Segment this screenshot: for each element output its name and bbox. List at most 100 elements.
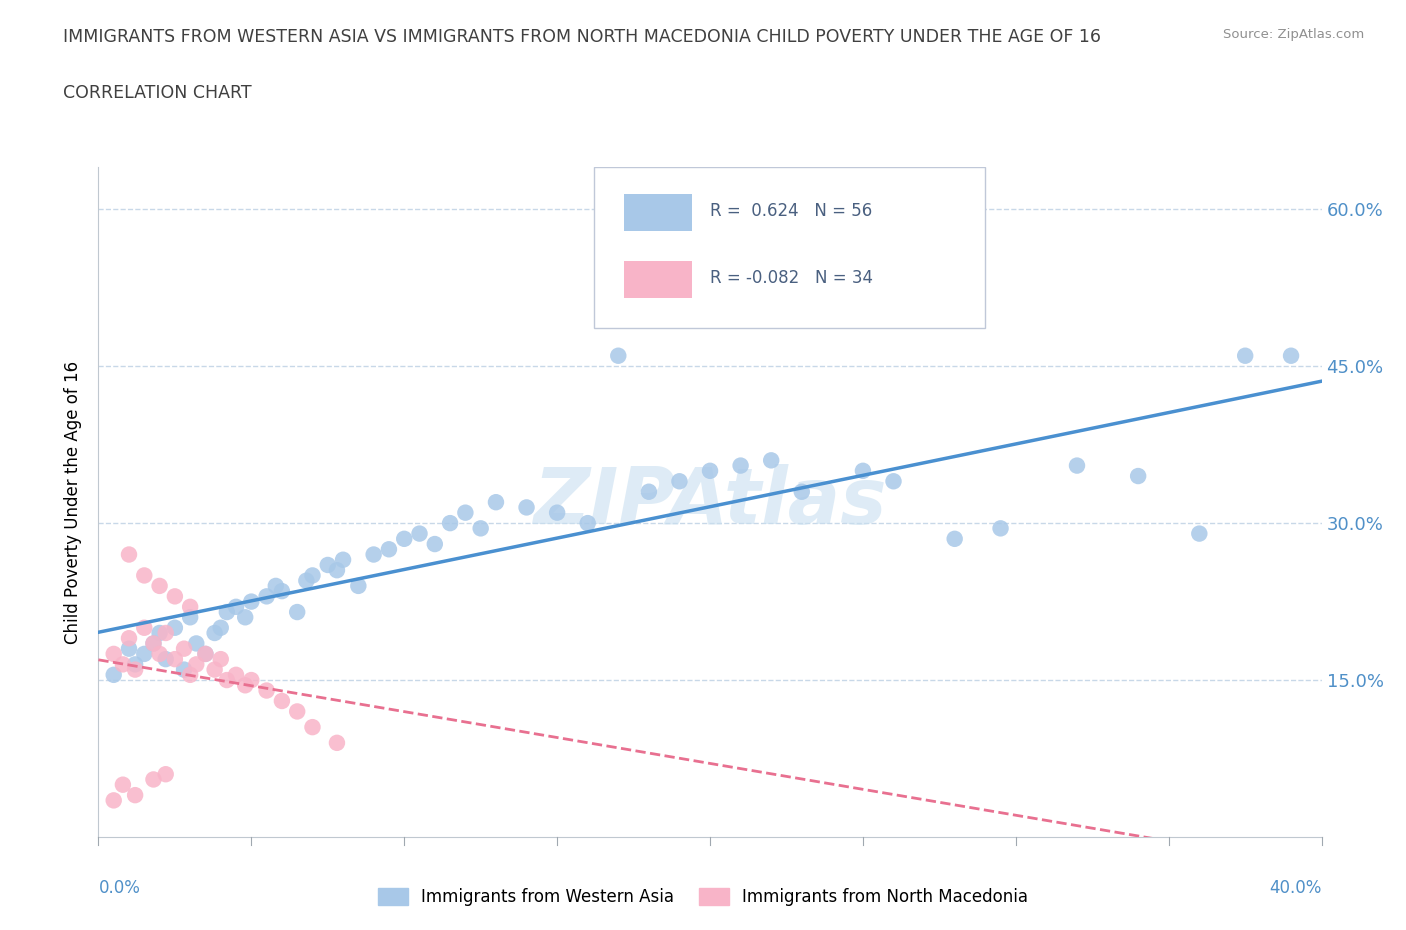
Point [454, 505, 477, 520]
Point [270, 584, 292, 599]
Point [423, 537, 446, 551]
Point [256, 589, 278, 604]
Point [439, 516, 461, 531]
Point [285, 704, 308, 719]
Text: CORRELATION CHART: CORRELATION CHART [63, 84, 252, 101]
Point [124, 657, 146, 671]
Point [194, 646, 217, 661]
Point [134, 620, 156, 635]
Point [790, 485, 813, 499]
Point [759, 453, 782, 468]
Point [1128, 469, 1150, 484]
Point [111, 777, 134, 792]
Point [301, 720, 323, 735]
Point [470, 521, 492, 536]
Point [134, 568, 156, 583]
Point [215, 672, 238, 687]
Point [179, 610, 201, 625]
Point [124, 662, 146, 677]
Point [204, 626, 226, 641]
Point [363, 547, 385, 562]
Point [576, 516, 599, 531]
Text: R =  0.624   N = 56: R = 0.624 N = 56 [710, 202, 872, 219]
Point [316, 558, 339, 573]
Point [179, 668, 201, 683]
Point [186, 657, 208, 671]
Point [118, 547, 141, 562]
Point [485, 495, 508, 510]
Point [295, 573, 318, 588]
Point [118, 642, 141, 657]
Point [1066, 458, 1088, 473]
FancyBboxPatch shape [593, 167, 986, 328]
Point [149, 626, 172, 641]
Point [134, 646, 156, 661]
Text: IMMIGRANTS FROM WESTERN ASIA VS IMMIGRANTS FROM NORTH MACEDONIA CHILD POVERTY UN: IMMIGRANTS FROM WESTERN ASIA VS IMMIGRAN… [63, 28, 1101, 46]
Point [155, 626, 177, 641]
Point [204, 662, 226, 677]
Point [142, 636, 165, 651]
Point [637, 485, 661, 499]
Point [285, 604, 308, 619]
Point [392, 531, 416, 546]
Point [209, 652, 232, 667]
Point [163, 589, 186, 604]
Point [264, 578, 287, 593]
Point [233, 610, 256, 625]
Point [943, 531, 966, 546]
Point [546, 505, 568, 520]
Point [1234, 349, 1257, 364]
Point [990, 521, 1012, 536]
Bar [624, 194, 692, 231]
Point [155, 652, 177, 667]
Point [668, 474, 690, 489]
Point [173, 642, 195, 657]
Point [103, 646, 125, 661]
Text: 40.0%: 40.0% [1270, 879, 1322, 897]
Point [240, 672, 263, 687]
Point [1188, 526, 1211, 541]
Point [233, 678, 256, 693]
Point [173, 662, 195, 677]
Point [209, 620, 232, 635]
Text: ZIPAtlas: ZIPAtlas [533, 464, 887, 540]
Point [347, 578, 370, 593]
Point [516, 500, 538, 515]
Point [142, 636, 165, 651]
Legend: Immigrants from Western Asia, Immigrants from North Macedonia: Immigrants from Western Asia, Immigrants… [371, 881, 1035, 912]
Point [179, 600, 201, 615]
Point [301, 568, 323, 583]
Point [155, 766, 177, 781]
Point [1279, 349, 1302, 364]
Text: R = -0.082   N = 34: R = -0.082 N = 34 [710, 269, 873, 286]
Point [326, 563, 349, 578]
Text: Source: ZipAtlas.com: Source: ZipAtlas.com [1223, 28, 1364, 41]
Y-axis label: Child Poverty Under the Age of 16: Child Poverty Under the Age of 16 [65, 361, 83, 644]
Point [163, 652, 186, 667]
Point [270, 694, 292, 709]
Bar [624, 261, 692, 298]
Point [256, 683, 278, 698]
Point [240, 594, 263, 609]
Point [332, 552, 354, 567]
Point [883, 474, 905, 489]
Point [149, 646, 172, 661]
Point [225, 600, 247, 615]
Point [326, 736, 349, 751]
Point [118, 631, 141, 645]
Point [124, 788, 146, 803]
Point [607, 349, 630, 364]
Point [699, 463, 721, 478]
Point [408, 526, 430, 541]
Point [103, 668, 125, 683]
Point [111, 657, 134, 671]
Point [186, 636, 208, 651]
Point [730, 458, 752, 473]
Point [142, 772, 165, 787]
Point [103, 793, 125, 808]
Point [378, 542, 401, 557]
Point [163, 620, 186, 635]
Point [225, 668, 247, 683]
Text: 0.0%: 0.0% [98, 879, 141, 897]
Point [852, 463, 875, 478]
